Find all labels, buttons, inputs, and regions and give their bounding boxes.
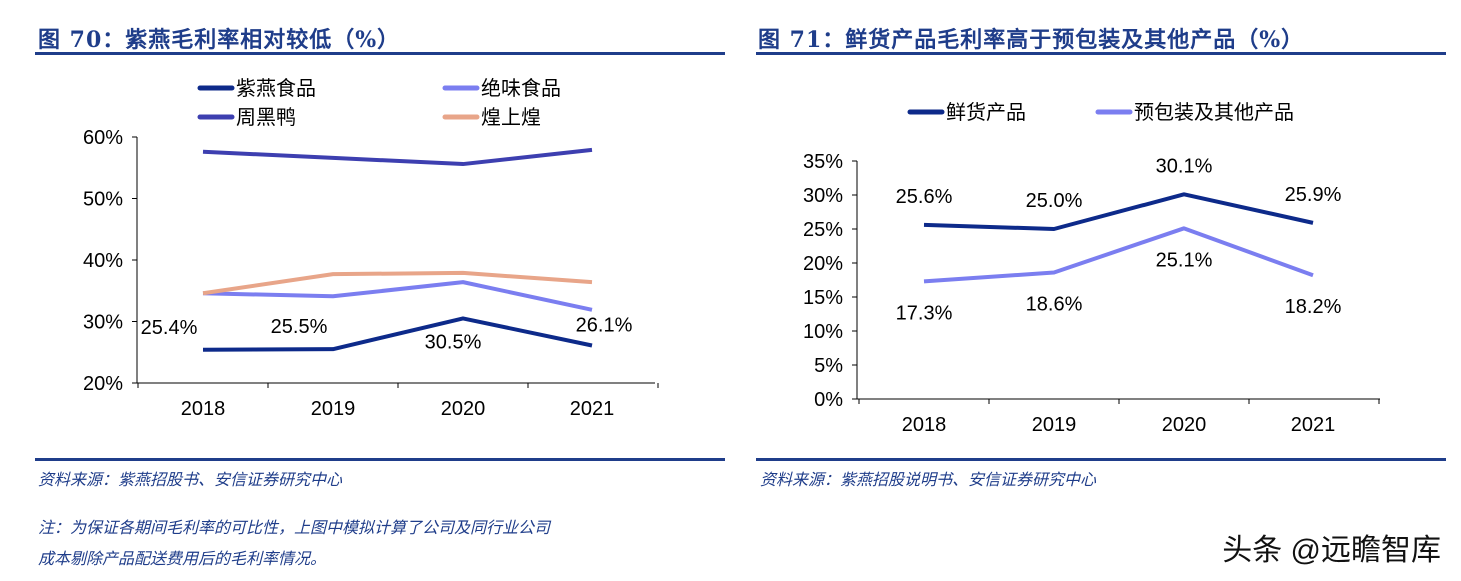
chart-71-series-line xyxy=(923,192,1314,231)
chart-70-note-line-2: 成本剔除产品配送费用后的毛利率情况。 xyxy=(38,549,327,568)
chart-70-data-label: 30.5% xyxy=(425,331,482,353)
chart-70-series-line xyxy=(202,280,593,312)
chart-71-series-line xyxy=(923,226,1314,284)
chart-71-x-tick-label: 2020 xyxy=(1162,414,1207,436)
chart-71-y-tick-label: 20% xyxy=(803,253,843,275)
chart-71-y-tick-label: 35% xyxy=(803,151,843,173)
chart-70-note-line-1: 注：为保证各期间毛利率的可比性，上图中模拟计算了公司及同行业公司 xyxy=(38,518,551,537)
chart-71-y-tick-label: 15% xyxy=(803,287,843,309)
chart-71-y-tick-label: 25% xyxy=(803,219,843,241)
source-rule-right xyxy=(756,458,1446,461)
chart-70-data-label: 25.5% xyxy=(271,316,328,338)
title-rule-right xyxy=(756,52,1446,55)
chart-70-title: 图 70：紫燕毛利率相对较低（%） xyxy=(38,27,401,53)
source-rule-left xyxy=(35,458,725,461)
chart-70-x-tick-label: 2021 xyxy=(570,398,615,420)
chart-71-title: 图 71：鲜货产品毛利率高于预包装及其他产品（%） xyxy=(758,27,1305,53)
chart-70-data-label: 25.4% xyxy=(141,317,198,339)
chart-70-x-tick-label: 2019 xyxy=(311,398,356,420)
chart-70-legend-label: 周黑鸭 xyxy=(236,106,296,129)
chart-71-y-tick-label: 30% xyxy=(803,185,843,207)
chart-71-x-tick-label: 2019 xyxy=(1032,414,1077,436)
chart-70-legend-label: 紫燕食品 xyxy=(236,77,316,100)
chart-70-legend-label: 煌上煌 xyxy=(481,106,541,129)
chart-71-y-tick-label: 10% xyxy=(803,321,843,343)
chart-71-y-tick-label: 5% xyxy=(814,355,843,377)
chart-70-y-tick-label: 50% xyxy=(83,189,123,211)
chart-70-y-tick-label: 20% xyxy=(83,373,123,395)
chart-70-series-line xyxy=(202,147,593,167)
chart-70-y-tick-label: 60% xyxy=(83,127,123,149)
chart-70-x-tick-label: 2018 xyxy=(181,398,226,420)
chart-70-y-tick-label: 40% xyxy=(83,250,123,272)
chart-71-data-label: 25.0% xyxy=(1026,190,1083,212)
chart-71-x-tick-label: 2018 xyxy=(902,414,947,436)
chart-71-legend-label: 预包装及其他产品 xyxy=(1134,101,1294,124)
title-rule-left xyxy=(35,52,725,55)
chart-71-legend-label: 鲜货产品 xyxy=(946,101,1026,124)
chart-71-data-label: 25.6% xyxy=(896,186,953,208)
chart-71-y-tick-label: 0% xyxy=(814,389,843,411)
chart-71-data-label: 17.3% xyxy=(896,302,953,324)
chart-71-source: 资料来源：紫燕招股说明书、安信证券研究中心 xyxy=(760,470,1097,489)
chart-70-series-line xyxy=(202,270,593,296)
chart-71-data-label: 25.9% xyxy=(1285,184,1342,206)
chart-71-x-tick-label: 2021 xyxy=(1291,414,1336,436)
chart-70-data-label: 26.1% xyxy=(576,314,633,336)
chart-71-data-label: 25.1% xyxy=(1156,249,1213,271)
chart-70-y-tick-label: 30% xyxy=(83,312,123,334)
chart-70-source: 资料来源：紫燕招股书、安信证券研究中心 xyxy=(38,470,343,489)
chart-71-data-label: 18.2% xyxy=(1285,296,1342,318)
chart-70-x-tick-label: 2020 xyxy=(441,398,486,420)
chart-70-series-line xyxy=(202,316,593,352)
chart-71-data-label: 30.1% xyxy=(1156,155,1213,177)
watermark: 头条 @远瞻智库 xyxy=(1222,534,1441,567)
chart-71-data-label: 18.6% xyxy=(1026,294,1083,316)
chart-70-legend-label: 绝味食品 xyxy=(481,77,561,100)
